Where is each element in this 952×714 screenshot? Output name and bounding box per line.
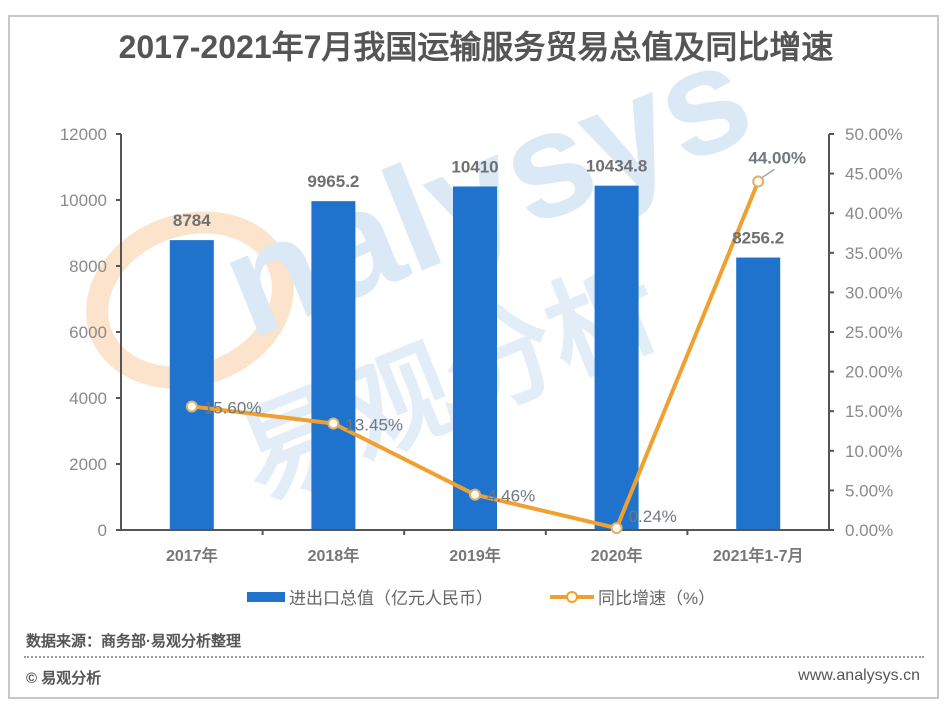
bar-series bbox=[169, 185, 781, 531]
left-axis-tick: 8000 bbox=[69, 257, 107, 276]
footer-divider bbox=[24, 656, 924, 658]
legend-bar-swatch-icon bbox=[247, 591, 285, 602]
copyright: © 易观分析 bbox=[26, 670, 102, 687]
x-axis-label: 2021年1-7月 bbox=[713, 546, 804, 565]
bar-value-label: 8784 bbox=[173, 211, 211, 230]
right-axis-tick: 0.00% bbox=[845, 521, 893, 540]
growth-value-label: 13.45% bbox=[345, 415, 403, 434]
bar bbox=[736, 257, 781, 530]
right-axis-tick: 45.00% bbox=[845, 165, 903, 184]
legend-line-marker-icon bbox=[550, 590, 594, 603]
line-marker bbox=[469, 488, 481, 501]
x-axis-label: 2018年 bbox=[308, 546, 360, 565]
bar bbox=[311, 201, 356, 530]
bar bbox=[594, 185, 639, 530]
chart-title: 2017-2021年7月我国运输服务贸易总值及同比增速 bbox=[118, 29, 834, 65]
x-axis-label: 2019年 bbox=[449, 546, 501, 565]
line-marker bbox=[610, 522, 623, 535]
legend-item-bar: 进出口总值（亿元人民币） bbox=[247, 584, 493, 609]
line-marker bbox=[185, 400, 198, 413]
right-axis-tick: 15.00% bbox=[845, 402, 903, 421]
right-axis-tick: 20.00% bbox=[845, 363, 903, 382]
legend-bar-label: 进出口总值（亿元人民币） bbox=[289, 589, 493, 608]
left-axis-tick: 10000 bbox=[60, 191, 107, 210]
legend-item-line: 同比增速（%） bbox=[550, 584, 715, 609]
bar-value-label: 8256.2 bbox=[732, 229, 784, 248]
right-axis-tick: 40.00% bbox=[845, 204, 903, 223]
line-marker bbox=[327, 417, 340, 430]
left-axis-tick: 2000 bbox=[69, 455, 107, 474]
data-labels: 8784 9965.2 10410 10434.8 8256.2 15.60% 13.45%… bbox=[173, 149, 806, 527]
bar-value-label: 10434.8 bbox=[586, 157, 647, 176]
growth-value-label: 4.46% bbox=[487, 487, 535, 506]
bar bbox=[169, 240, 214, 531]
growth-value-label: 0.24% bbox=[629, 507, 677, 526]
axes: 0 2000 4000 6000 8000 10000 12000 0.00% 5.00% 10.… bbox=[60, 125, 903, 565]
bar-value-label: 10410 bbox=[451, 157, 498, 176]
growth-value-label: 44.00% bbox=[748, 149, 806, 168]
left-axis-tick: 12000 bbox=[60, 125, 107, 144]
bar bbox=[453, 186, 497, 530]
left-axis-tick: 0 bbox=[98, 521, 107, 540]
line-marker bbox=[752, 175, 765, 188]
legend-line-label: 同比增速（%） bbox=[598, 589, 716, 608]
right-axis-tick: 30.00% bbox=[845, 283, 903, 302]
x-axis-label: 2017年 bbox=[166, 546, 218, 565]
growth-value-label: 15.60% bbox=[204, 398, 262, 417]
right-axis-tick: 25.00% bbox=[845, 323, 903, 342]
legend: 进出口总值（亿元人民币） 同比增速（%） bbox=[0, 584, 952, 608]
left-axis-tick: 6000 bbox=[69, 323, 107, 342]
right-axis-tick: 50.00% bbox=[845, 125, 903, 144]
bar-value-label: 9965.2 bbox=[307, 172, 359, 191]
data-source: 数据来源：商务部·易观分析整理 bbox=[26, 633, 241, 650]
right-axis-tick: 5.00% bbox=[845, 481, 893, 500]
line-series bbox=[185, 175, 765, 535]
x-axis-label: 2020年 bbox=[591, 546, 643, 565]
website-link[interactable]: www.analysys.cn bbox=[798, 667, 920, 684]
left-axis-tick: 4000 bbox=[69, 389, 107, 408]
right-axis-tick: 10.00% bbox=[845, 442, 903, 461]
right-axis-tick: 35.00% bbox=[845, 244, 903, 263]
